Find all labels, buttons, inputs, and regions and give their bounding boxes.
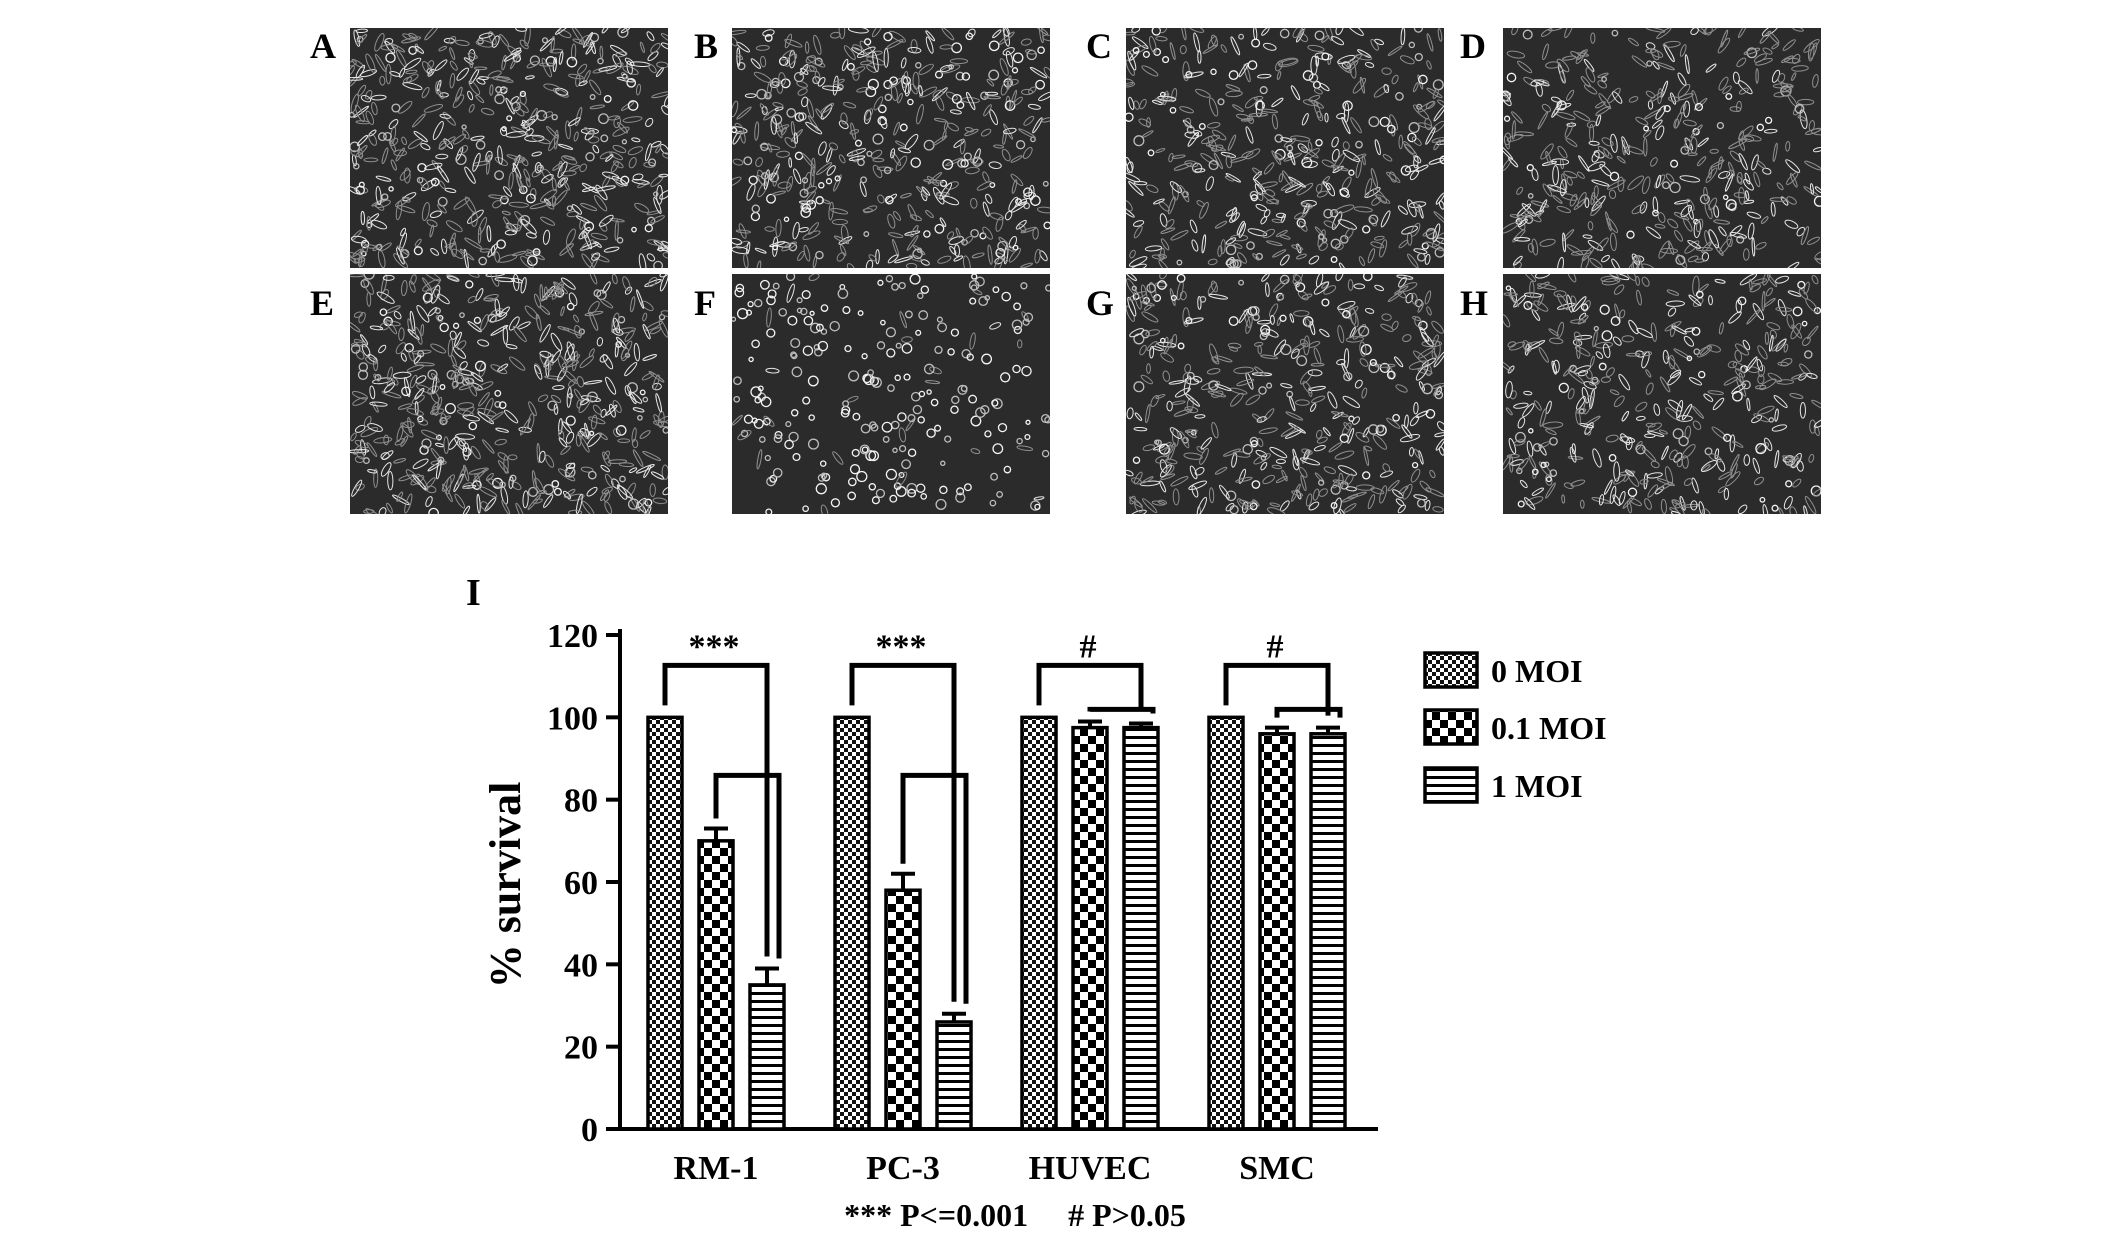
significance-bracket-inner <box>713 772 782 959</box>
legend-label: 0.1 MOI <box>1491 710 1607 746</box>
legend-label: 0 MOI <box>1491 653 1583 689</box>
y-axis-label: % survival <box>481 782 530 989</box>
panel-label-d: D <box>1460 26 1486 66</box>
bar-pc-3-0 <box>833 715 871 1131</box>
y-tick-label: 120 <box>547 618 598 655</box>
footnote: *** P<=0.001 # P>0.05 <box>844 1197 1186 1233</box>
micrograph-panel-f <box>732 274 1050 514</box>
micrograph-panel-c <box>1126 28 1444 268</box>
bar-huvec-2 <box>1122 725 1160 1131</box>
bar-rm-1-2 <box>748 983 786 1131</box>
chart-panel-label: I <box>466 572 481 614</box>
significance-mark: # <box>1080 628 1097 665</box>
bar-pc-3-2 <box>935 1020 973 1131</box>
legend-swatch <box>1423 708 1479 746</box>
panel-label-f: F <box>694 283 716 323</box>
micrograph-panel-g <box>1126 274 1444 514</box>
significance-mark: *** <box>689 628 740 665</box>
y-tick-label: 60 <box>564 865 598 902</box>
micrograph-panel-e <box>350 274 668 514</box>
micrograph-panel-d <box>1503 28 1821 268</box>
x-tick-label: RM-1 <box>674 1150 759 1187</box>
bar-huvec-1 <box>1071 725 1109 1131</box>
significance-bracket-inner <box>1087 706 1156 714</box>
bar-smc-0 <box>1207 715 1245 1131</box>
bar-rm-1-1 <box>697 839 735 1131</box>
legend-swatch <box>1423 766 1479 804</box>
significance-bracket-outer <box>662 662 770 957</box>
panel-label-h: H <box>1460 283 1489 323</box>
panel-label-e: E <box>310 283 335 323</box>
x-tick-label: SMC <box>1239 1150 1315 1187</box>
legend-swatch <box>1423 651 1479 689</box>
bar-smc-1 <box>1258 732 1296 1131</box>
y-tick-label: 80 <box>564 783 598 820</box>
panel-label-b: B <box>694 26 719 66</box>
y-tick-label: 20 <box>564 1030 598 1067</box>
micrograph-panel-h <box>1503 274 1821 514</box>
y-tick-label: 40 <box>564 947 598 984</box>
significance-bracket-outer <box>1036 662 1144 712</box>
panel-label-g: G <box>1086 283 1115 323</box>
x-tick-label: PC-3 <box>866 1150 940 1187</box>
significance-bracket-inner <box>1274 706 1343 718</box>
y-tick-label: 100 <box>547 700 598 737</box>
significance-mark: *** <box>876 628 927 665</box>
significance-mark: # <box>1267 628 1284 665</box>
legend-label: 1 MOI <box>1491 768 1583 804</box>
bar-pc-3-1 <box>884 888 922 1131</box>
micrograph-panel-b <box>732 28 1050 268</box>
micrograph-panel-a <box>350 28 668 268</box>
y-tick-label: 0 <box>581 1112 598 1149</box>
significance-bracket-inner <box>900 772 969 1004</box>
x-tick-label: HUVEC <box>1029 1150 1152 1187</box>
panel-label-a: A <box>310 26 336 66</box>
panel-label-c: C <box>1086 26 1112 66</box>
significance-bracket-outer <box>849 662 957 1002</box>
bar-smc-2 <box>1309 732 1347 1131</box>
significance-bracket-outer <box>1223 662 1331 716</box>
bar-rm-1-0 <box>646 715 684 1131</box>
bar-huvec-0 <box>1020 715 1058 1131</box>
